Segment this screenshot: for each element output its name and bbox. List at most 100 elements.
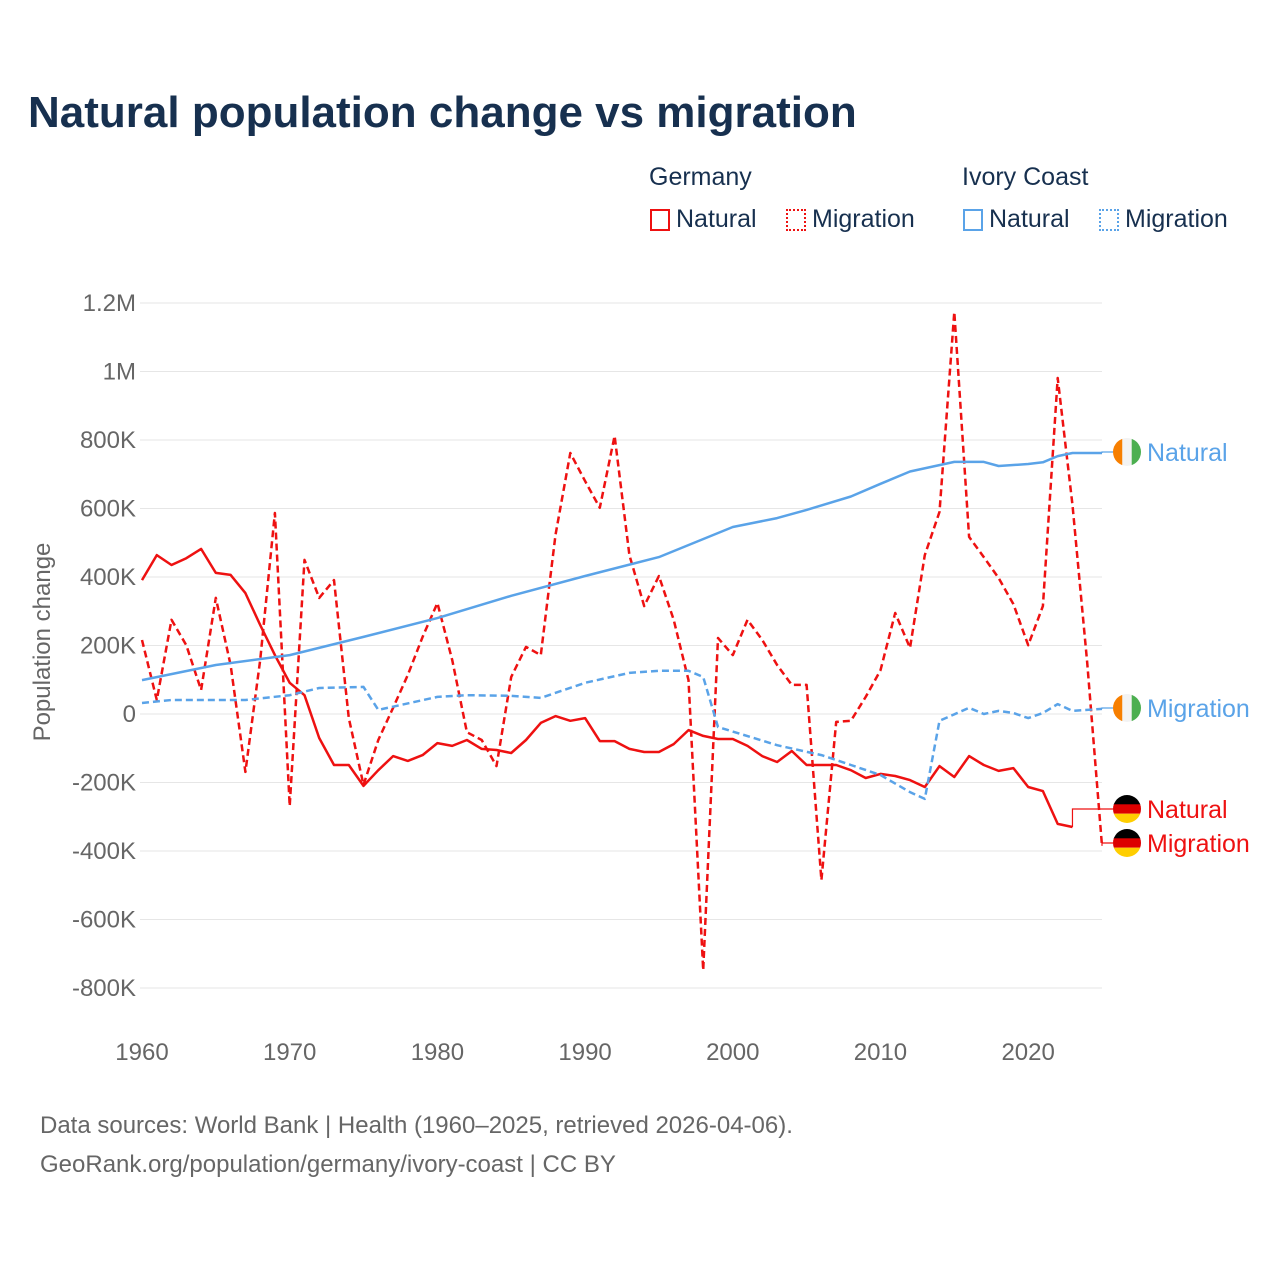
data-point[interactable] [715,736,721,742]
data-point[interactable] [139,637,145,643]
data-point[interactable] [1025,784,1031,790]
data-point[interactable] [1040,710,1046,716]
data-point[interactable] [759,753,765,759]
data-point[interactable] [937,509,943,515]
data-point[interactable] [375,737,381,743]
data-point[interactable] [242,590,248,596]
data-point[interactable] [1010,601,1016,607]
data-point[interactable] [1040,603,1046,609]
data-point[interactable] [863,775,869,781]
data-point[interactable] [863,694,869,700]
data-point[interactable] [907,789,913,795]
data-point[interactable] [1010,765,1016,771]
data-point[interactable] [656,554,662,560]
data-point[interactable] [287,803,293,809]
data-point[interactable] [508,750,514,756]
data-point[interactable] [715,724,721,730]
data-point[interactable] [169,617,175,623]
data-point[interactable] [242,697,248,703]
data-point[interactable] [1025,642,1031,648]
data-point[interactable] [405,758,411,764]
data-point[interactable] [287,692,293,698]
data-point[interactable] [951,774,957,780]
data-point[interactable] [907,469,913,475]
data-point[interactable] [183,555,189,561]
data-point[interactable] [1069,450,1075,456]
data-point[interactable] [641,749,647,755]
data-point[interactable] [1055,701,1061,707]
data-point[interactable] [892,773,898,779]
data-point[interactable] [597,738,603,744]
data-point[interactable] [567,718,573,724]
data-point[interactable] [907,777,913,783]
data-point[interactable] [700,967,706,973]
data-point[interactable] [538,652,544,658]
data-point[interactable] [922,552,928,558]
data-point[interactable] [981,711,987,717]
data-point[interactable] [449,743,455,749]
data-point[interactable] [405,672,411,678]
data-point[interactable] [626,746,632,752]
data-point[interactable] [937,763,943,769]
data-point[interactable] [567,450,573,456]
data-point[interactable] [700,733,706,739]
data-point[interactable] [597,505,603,511]
data-point[interactable] [390,753,396,759]
data-point[interactable] [582,680,588,686]
data-point[interactable] [213,595,219,601]
data-point[interactable] [656,749,662,755]
data-point[interactable] [523,644,529,650]
data-point[interactable] [848,718,854,724]
data-point[interactable] [1084,660,1090,666]
data-point[interactable] [996,575,1002,581]
data-point[interactable] [612,738,618,744]
data-point[interactable] [966,705,972,711]
data-point[interactable] [774,515,780,521]
data-point[interactable] [198,687,204,693]
legend-germany-natural[interactable]: Natural [650,205,757,234]
data-point[interactable] [169,697,175,703]
data-point[interactable] [641,603,647,609]
data-point[interactable] [804,682,810,688]
data-point[interactable] [848,494,854,500]
data-point[interactable] [1055,821,1061,827]
data-point[interactable] [242,769,248,775]
data-point[interactable] [316,685,322,691]
series-line-ivory-coast-migration[interactable] [141,669,1103,801]
data-point[interactable] [434,615,440,621]
data-point[interactable] [877,667,883,673]
data-point[interactable] [361,634,367,640]
data-point[interactable] [745,617,751,623]
data-point[interactable] [789,682,795,688]
data-point[interactable] [1055,375,1061,381]
data-point[interactable] [700,674,706,680]
data-point[interactable] [685,677,691,683]
series-line-germany-migration[interactable] [140,310,1104,972]
data-point[interactable] [1010,710,1016,716]
data-point[interactable] [331,762,337,768]
data-point[interactable] [346,715,352,721]
data-point[interactable] [626,552,632,558]
data-point[interactable] [198,546,204,552]
data-point[interactable] [804,762,810,768]
data-point[interactable] [213,662,219,668]
data-point[interactable] [272,510,278,516]
data-point[interactable] [183,642,189,648]
data-point[interactable] [1055,453,1061,459]
data-point[interactable] [538,720,544,726]
data-point[interactable] [804,507,810,513]
data-point[interactable] [139,677,145,683]
data-point[interactable] [169,562,175,568]
data-point[interactable] [818,877,824,883]
data-point[interactable] [774,742,780,748]
data-point[interactable] [1040,459,1046,465]
data-point[interactable] [331,577,337,583]
data-point[interactable] [375,707,381,713]
data-point[interactable] [612,433,618,439]
data-point[interactable] [951,459,957,465]
data-point[interactable] [434,694,440,700]
data-point[interactable] [996,768,1002,774]
data-point[interactable] [287,652,293,658]
data-point[interactable] [907,645,913,651]
data-point[interactable] [228,572,234,578]
